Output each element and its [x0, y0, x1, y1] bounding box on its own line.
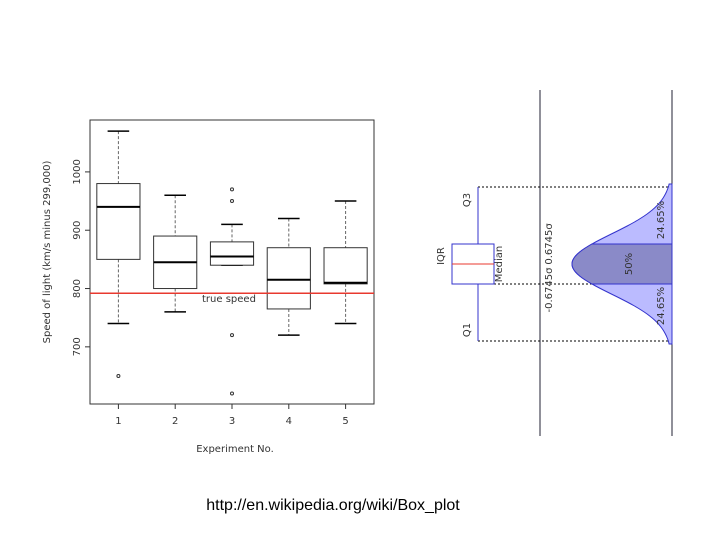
y-tick-label: 900	[72, 221, 83, 240]
y-tick-label: 700	[72, 337, 83, 356]
y-tick-label: 800	[72, 279, 83, 298]
outlier	[116, 374, 121, 379]
diagram-label: -0.6745σ	[544, 267, 555, 313]
diagram-label: Q1	[462, 323, 473, 337]
caption: http://en.wikipedia.org/wiki/Box_plot	[206, 497, 460, 514]
diagram-label: Median	[494, 246, 505, 282]
box	[266, 247, 311, 310]
outlier	[230, 333, 234, 338]
box	[323, 247, 368, 285]
diagram-label: 0.6745σ	[544, 223, 555, 265]
box	[96, 183, 141, 260]
x-tick-label: 3	[229, 416, 235, 427]
box	[209, 241, 255, 266]
x-tick-label: 5	[342, 416, 348, 427]
x-axis-label: Experiment No.	[196, 444, 274, 455]
reference-label: true speed	[202, 294, 256, 305]
diagram-label: IQR	[436, 247, 447, 265]
y-axis-label: Speed of light (km/s minus 299,000)	[42, 161, 53, 344]
y-tick-label: 1000	[72, 159, 83, 184]
outlier	[230, 391, 234, 396]
outlier	[230, 199, 234, 204]
x-tick-label: 4	[286, 416, 292, 427]
diagram-label: 24.65%	[656, 287, 667, 325]
diagram-label: 24.65%	[656, 201, 667, 239]
outlier	[230, 187, 234, 192]
x-tick-label: 2	[172, 416, 178, 427]
diagram: IQR Q1 Q3 Median 50% 24.65% 24.65% 0.674…	[436, 90, 673, 436]
diagram-label: 50%	[624, 253, 635, 275]
diagram-label: Q3	[462, 193, 473, 207]
x-tick-label: 1	[115, 416, 121, 427]
normal-middle	[571, 243, 673, 285]
